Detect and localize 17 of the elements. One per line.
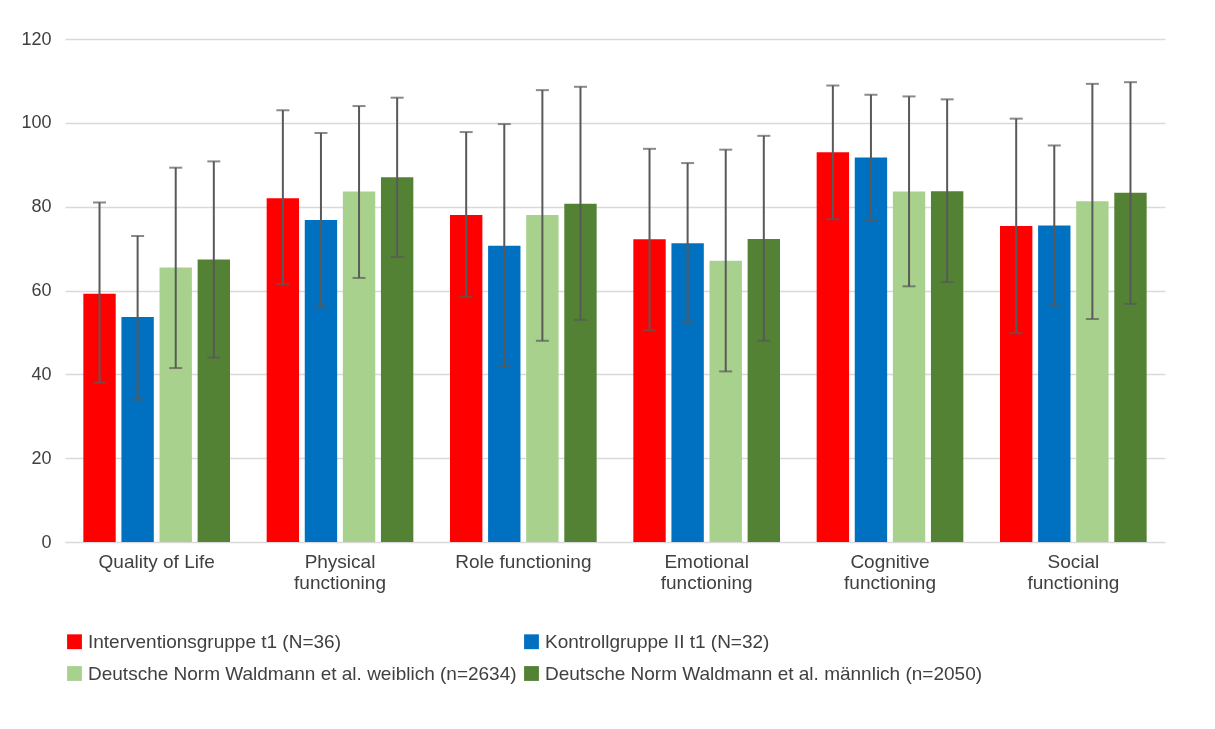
legend-label: Deutsche Norm Waldmann et al. weiblich (n=2634) (88, 662, 517, 684)
x-tick-label: Role functioning (455, 550, 592, 572)
x-tick-label: Social functioning (1027, 550, 1120, 593)
x-tick-label: Emotional functioning (660, 550, 753, 593)
x-tick-label: Physical functioning (294, 550, 386, 593)
legend-label: Interventionsgruppe t1 (N=36) (88, 630, 341, 652)
y-tick-label: 120 (21, 28, 52, 49)
legend-label: Deutsche Norm Waldmann et al. männlich (n=2050) (545, 662, 983, 684)
y-tick-label: 40 (31, 363, 52, 384)
y-tick-label: 20 (31, 447, 52, 468)
x-tick-label: Cognitive functioning (844, 550, 936, 593)
y-tick-label: 100 (21, 112, 52, 133)
y-tick-label: 60 (31, 280, 52, 300)
y-tick-label: 0 (41, 531, 52, 552)
x-tick-label: Quality of Life (98, 550, 215, 572)
legend-label: Kontrollgruppe II t1 (N=32) (545, 630, 770, 652)
y-tick-label: 80 (31, 196, 52, 217)
